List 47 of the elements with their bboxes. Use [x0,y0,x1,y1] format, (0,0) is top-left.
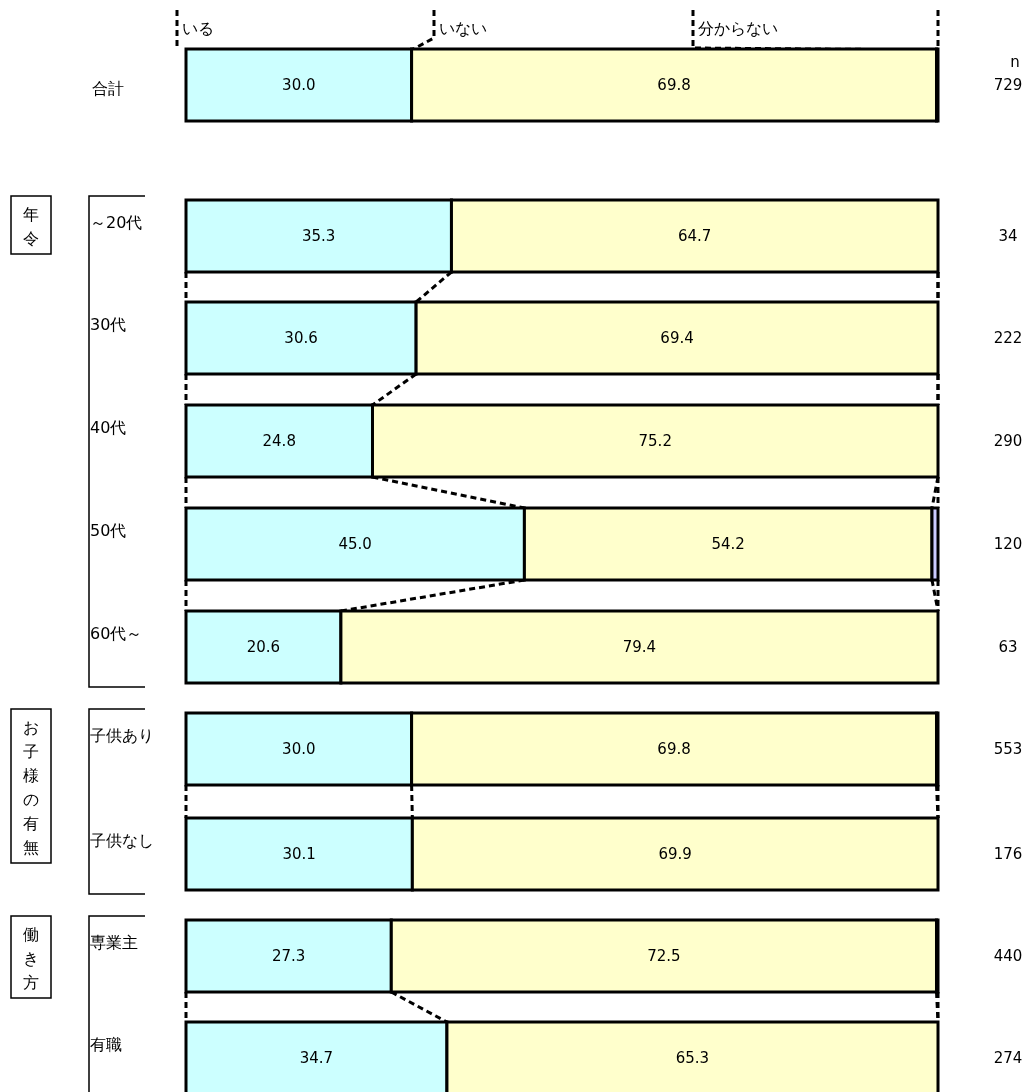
series-label: いない [439,19,487,38]
data-label: 79.4 [622,638,657,656]
text: 分からない [698,19,778,38]
data-label: 30.0 [282,76,316,94]
legend-label: いる [182,19,214,38]
text: 222 [993,329,1023,347]
data-label: 24.8 [262,432,296,450]
y-tick-label: 40代 [90,418,127,437]
text: 34 [998,227,1018,245]
data-label: 30.6 [284,329,318,347]
data-label: 35.3 [302,227,336,245]
data-label: 69.9 [658,845,692,863]
y-tick-label: 専業主 [90,933,138,952]
y-tick-label: 30代 [90,315,127,334]
y-tick-label: 子供なし [90,831,154,850]
data-label: 27.3 [271,947,306,965]
data-label: 20.6 [246,638,281,656]
y-tick-label: 60代～ [90,624,143,643]
data-label: 72.5 [647,947,681,965]
data-label: 65.3 [675,1049,710,1067]
data-label: 30.1 [282,845,316,863]
text: 176 [993,845,1023,863]
y-tick-label: 有職 [90,1035,122,1054]
text: 274 [993,1049,1023,1067]
text: 年令 [23,205,39,248]
data-label: 69.8 [657,740,691,758]
y-tick-label: 子供あり [90,726,154,745]
data-label: 69.4 [660,329,694,347]
text: 440 [993,947,1023,965]
y-tick-label: 合計 [92,79,124,98]
text: 120 [993,535,1023,553]
text: お子様の有無 [23,718,39,857]
data-label: 34.7 [299,1049,334,1067]
text: 働き方 [23,925,39,992]
text: 729 [993,76,1023,94]
data-label: 45.0 [338,535,372,553]
data-label: 30.0 [282,740,316,758]
text: 63 [998,638,1018,656]
data-label: 75.2 [638,432,672,450]
data-label: 64.7 [678,227,712,245]
data-label: 54.2 [711,535,745,553]
text: 290 [993,432,1023,450]
y-tick-label: 50代 [90,521,127,540]
data-label: 69.8 [657,76,691,94]
y-tick-label: ～20代 [90,213,143,232]
text: n [1010,53,1020,71]
text: 553 [993,740,1023,758]
